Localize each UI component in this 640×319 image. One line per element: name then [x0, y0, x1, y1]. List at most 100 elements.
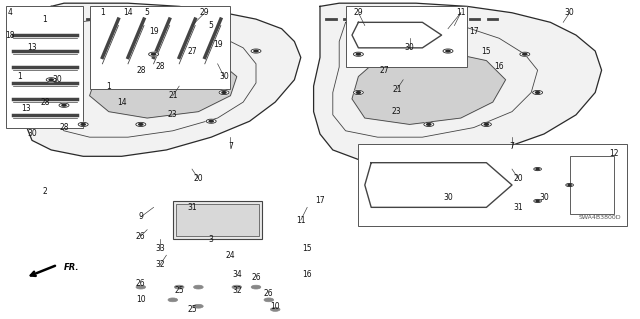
Polygon shape [26, 3, 301, 156]
Ellipse shape [356, 92, 360, 93]
Ellipse shape [536, 200, 540, 202]
Ellipse shape [193, 285, 204, 289]
Text: SWA4B3800D: SWA4B3800D [578, 215, 621, 220]
Text: 10: 10 [136, 295, 146, 304]
Ellipse shape [148, 52, 159, 56]
Text: 9: 9 [138, 212, 143, 221]
Text: 1: 1 [100, 8, 105, 17]
Text: 11: 11 [296, 216, 305, 225]
Ellipse shape [168, 298, 178, 302]
Text: 7: 7 [509, 142, 515, 151]
Text: 18: 18 [5, 31, 14, 40]
Ellipse shape [136, 285, 146, 289]
Ellipse shape [353, 91, 364, 95]
Bar [90, 6, 230, 89]
Text: 1: 1 [106, 82, 111, 91]
Ellipse shape [46, 78, 56, 82]
Ellipse shape [232, 285, 242, 289]
Text: 30: 30 [443, 193, 453, 202]
Text: 23: 23 [392, 107, 402, 116]
Text: 2: 2 [42, 187, 47, 196]
Text: 27: 27 [379, 66, 389, 75]
Ellipse shape [62, 104, 66, 106]
Ellipse shape [536, 92, 540, 93]
Text: 16: 16 [494, 63, 504, 71]
Ellipse shape [59, 103, 69, 107]
Text: 26: 26 [251, 273, 261, 282]
Ellipse shape [152, 53, 156, 55]
Text: 26: 26 [136, 232, 146, 241]
Ellipse shape [251, 285, 261, 289]
Text: 16: 16 [302, 270, 312, 279]
Text: 28: 28 [136, 66, 145, 75]
Text: 13: 13 [20, 104, 31, 113]
Ellipse shape [219, 91, 229, 95]
Text: 17: 17 [315, 197, 325, 205]
Ellipse shape [532, 91, 543, 95]
Ellipse shape [353, 52, 364, 56]
Text: 4: 4 [7, 8, 12, 17]
Text: 28: 28 [156, 63, 164, 71]
Text: 30: 30 [404, 43, 415, 52]
Text: 25: 25 [174, 286, 184, 295]
Polygon shape [90, 51, 237, 118]
Bar [570, 156, 614, 214]
Bar [6, 6, 83, 128]
Text: 7: 7 [228, 142, 233, 151]
Text: 26: 26 [264, 289, 274, 298]
Text: 17: 17 [468, 27, 479, 36]
Text: 27: 27 [187, 47, 197, 56]
Text: 32: 32 [232, 286, 242, 295]
Ellipse shape [481, 122, 492, 127]
Text: 23: 23 [168, 110, 178, 119]
Text: 30: 30 [539, 193, 549, 202]
Text: 26: 26 [136, 279, 146, 288]
Text: 28: 28 [60, 123, 68, 132]
Polygon shape [314, 3, 602, 163]
Ellipse shape [424, 122, 434, 127]
Bar [176, 204, 259, 236]
Ellipse shape [78, 122, 88, 127]
Ellipse shape [566, 183, 573, 187]
Ellipse shape [139, 123, 143, 125]
Text: 19: 19 [212, 40, 223, 49]
Text: 21: 21 [392, 85, 401, 94]
Ellipse shape [484, 123, 488, 125]
Ellipse shape [427, 123, 431, 125]
Ellipse shape [443, 49, 453, 53]
Text: 15: 15 [481, 47, 492, 56]
Bar [346, 6, 467, 67]
Ellipse shape [49, 79, 53, 81]
Text: 30: 30 [27, 130, 37, 138]
Text: 1: 1 [17, 72, 22, 81]
Text: 32: 32 [155, 260, 165, 269]
Ellipse shape [136, 122, 146, 127]
Bar [358, 144, 627, 226]
Ellipse shape [270, 308, 280, 311]
Text: 5: 5 [145, 8, 150, 17]
Text: 21: 21 [168, 91, 177, 100]
Text: FR.: FR. [64, 263, 79, 272]
Text: 14: 14 [123, 8, 133, 17]
Ellipse shape [193, 304, 204, 308]
Text: 1: 1 [42, 15, 47, 24]
Text: 13: 13 [27, 43, 37, 52]
Text: 19: 19 [148, 27, 159, 36]
Polygon shape [352, 51, 506, 124]
Text: 20: 20 [513, 174, 524, 183]
Text: 31: 31 [187, 203, 197, 212]
Ellipse shape [534, 199, 541, 203]
Text: 30: 30 [564, 8, 575, 17]
Text: 11: 11 [456, 8, 465, 17]
Ellipse shape [520, 52, 530, 56]
Ellipse shape [568, 184, 572, 186]
Text: 3: 3 [209, 235, 214, 244]
Text: 15: 15 [302, 244, 312, 253]
Ellipse shape [206, 119, 216, 123]
Text: 29: 29 [200, 8, 210, 17]
Ellipse shape [264, 298, 274, 302]
Ellipse shape [209, 120, 213, 122]
Text: 30: 30 [219, 72, 229, 81]
Text: 34: 34 [232, 270, 242, 279]
Text: 33: 33 [155, 244, 165, 253]
